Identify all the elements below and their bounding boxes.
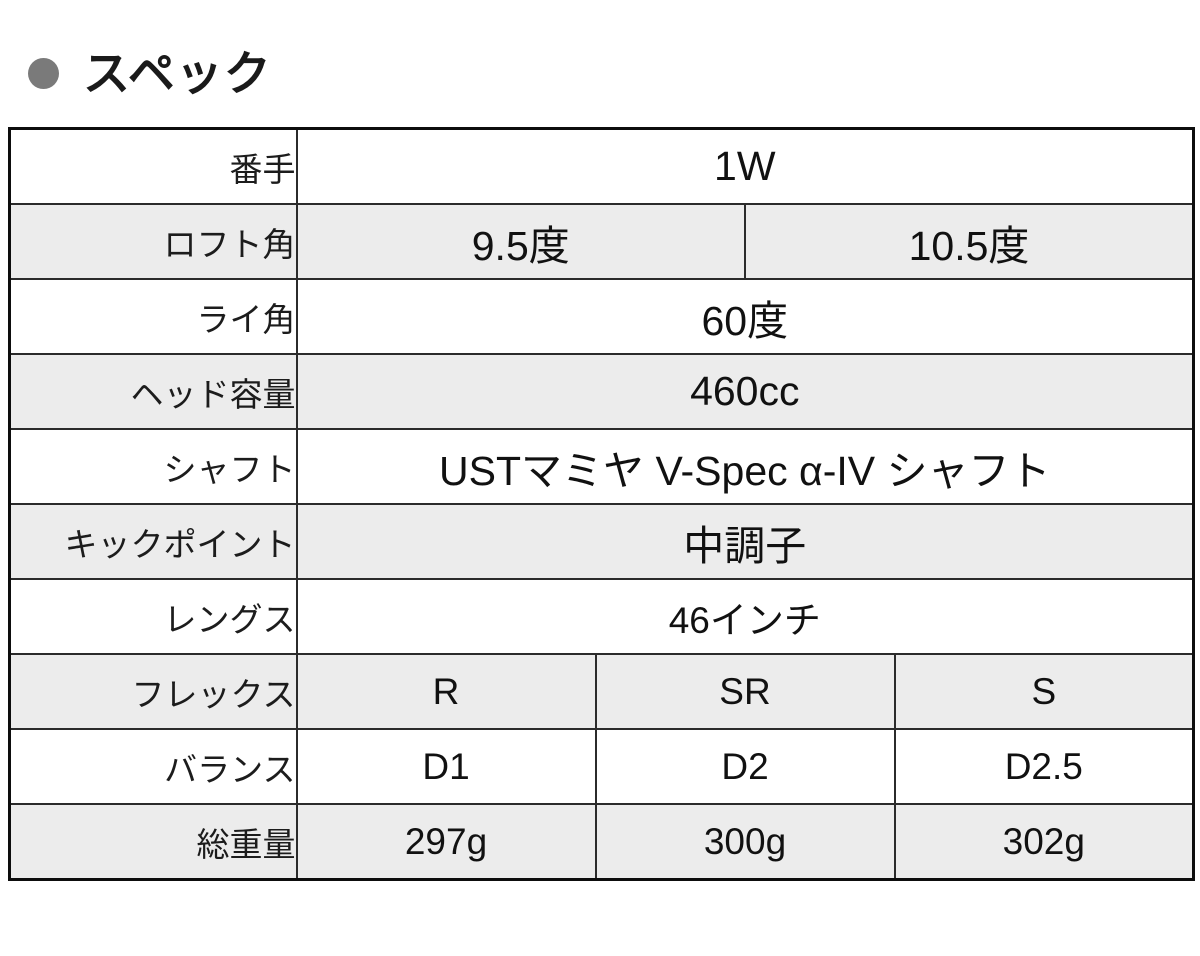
row-label: ライ角 <box>8 278 298 355</box>
circle-bullet-icon <box>28 58 59 90</box>
cell-value: 297g <box>295 803 597 881</box>
cell-value: 460cc <box>295 353 1195 430</box>
cell-value: 10.5度 <box>744 203 1195 280</box>
table-row-club-number: 番手 1W <box>8 127 1195 205</box>
table-row-balance: バランス D1 D2 D2.5 <box>8 728 1195 805</box>
row-label: 番手 <box>8 127 298 205</box>
cell-value: 中調子 <box>295 503 1195 580</box>
cell-value: USTマミヤ V-Spec α-IV シャフト <box>295 428 1195 505</box>
cell-value: 9.5度 <box>295 203 746 280</box>
cell-value: 60度 <box>295 278 1195 355</box>
cell-value: 46インチ <box>295 578 1195 655</box>
cell-value: S <box>893 653 1195 730</box>
table-row-lie-angle: ライ角 60度 <box>8 278 1195 355</box>
row-label: キックポイント <box>8 503 298 580</box>
cell-value: D2.5 <box>893 728 1195 805</box>
table-row-total-weight: 総重量 297g 300g 302g <box>8 803 1195 881</box>
cell-value: D2 <box>594 728 896 805</box>
row-label: ロフト角 <box>8 203 298 280</box>
row-label: フレックス <box>8 653 298 730</box>
table-row-flex: フレックス R SR S <box>8 653 1195 730</box>
table-row-shaft: シャフト USTマミヤ V-Spec α-IV シャフト <box>8 428 1195 505</box>
cell-value: D1 <box>295 728 597 805</box>
row-label: シャフト <box>8 428 298 505</box>
cell-value: 300g <box>594 803 896 881</box>
table-row-head-volume: ヘッド容量 460cc <box>8 353 1195 430</box>
cell-value: 302g <box>893 803 1195 881</box>
table-row-kick-point: キックポイント 中調子 <box>8 503 1195 580</box>
table-row-length: レングス 46インチ <box>8 578 1195 655</box>
cell-value: R <box>295 653 597 730</box>
row-label: バランス <box>8 728 298 805</box>
cell-value: SR <box>594 653 896 730</box>
table-row-loft-angle: ロフト角 9.5度 10.5度 <box>8 203 1195 280</box>
row-label: ヘッド容量 <box>8 353 298 430</box>
page-title: スペック <box>83 47 272 100</box>
cell-value: 1W <box>295 127 1195 205</box>
row-label: レングス <box>8 578 298 655</box>
row-label: 総重量 <box>8 803 298 881</box>
section-header: スペック <box>28 48 272 100</box>
spec-table: 番手 1W ロフト角 9.5度 10.5度 ライ角 60度 ヘッド容量 460c… <box>8 127 1196 881</box>
